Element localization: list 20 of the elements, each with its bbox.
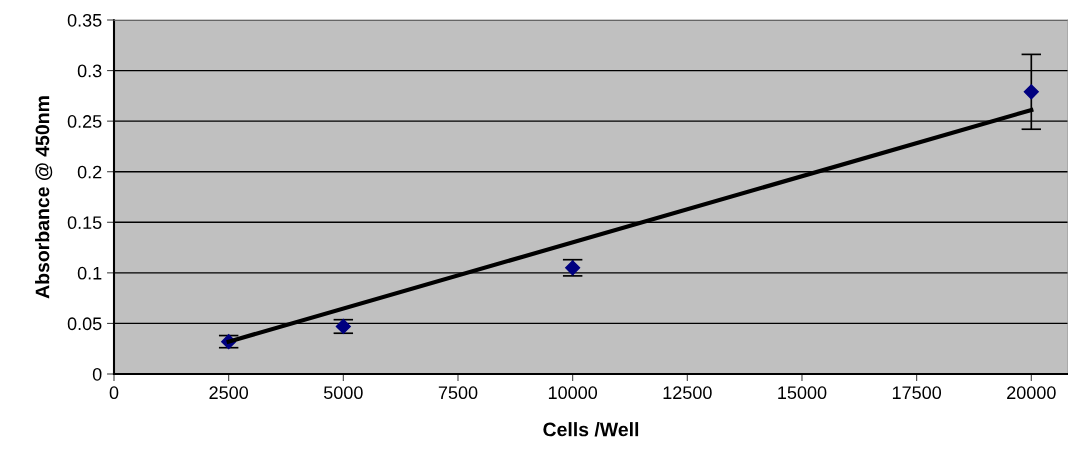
x-tick-label: 12500 <box>663 386 712 400</box>
y-tick-label: 0.1 <box>77 266 102 280</box>
x-tick-label: 7500 <box>438 386 478 400</box>
y-tick-label: 0.15 <box>67 216 102 230</box>
x-tick-label: 5000 <box>323 386 363 400</box>
x-tick-label: 10000 <box>548 386 598 400</box>
y-tick-label: 0.35 <box>67 13 102 27</box>
y-tick-label: 0 <box>92 367 102 381</box>
y-tick-label: 0.2 <box>77 165 102 179</box>
x-axis-title: Cells /Well <box>543 422 639 437</box>
y-tick-label: 0.25 <box>67 115 102 128</box>
x-tick-label: 0 <box>109 386 119 400</box>
y-tick-label: 0.05 <box>67 317 102 331</box>
x-tick-label: 17500 <box>892 386 942 400</box>
point <box>1023 84 1039 100</box>
x-tick-label: 15000 <box>778 386 827 400</box>
y-tick-label: 0.3 <box>77 64 102 78</box>
x-tick-label: 2500 <box>209 386 249 400</box>
x-tick-label: 20000 <box>1007 386 1056 400</box>
y-axis-title: Absorbance @ 450nm <box>35 96 53 299</box>
